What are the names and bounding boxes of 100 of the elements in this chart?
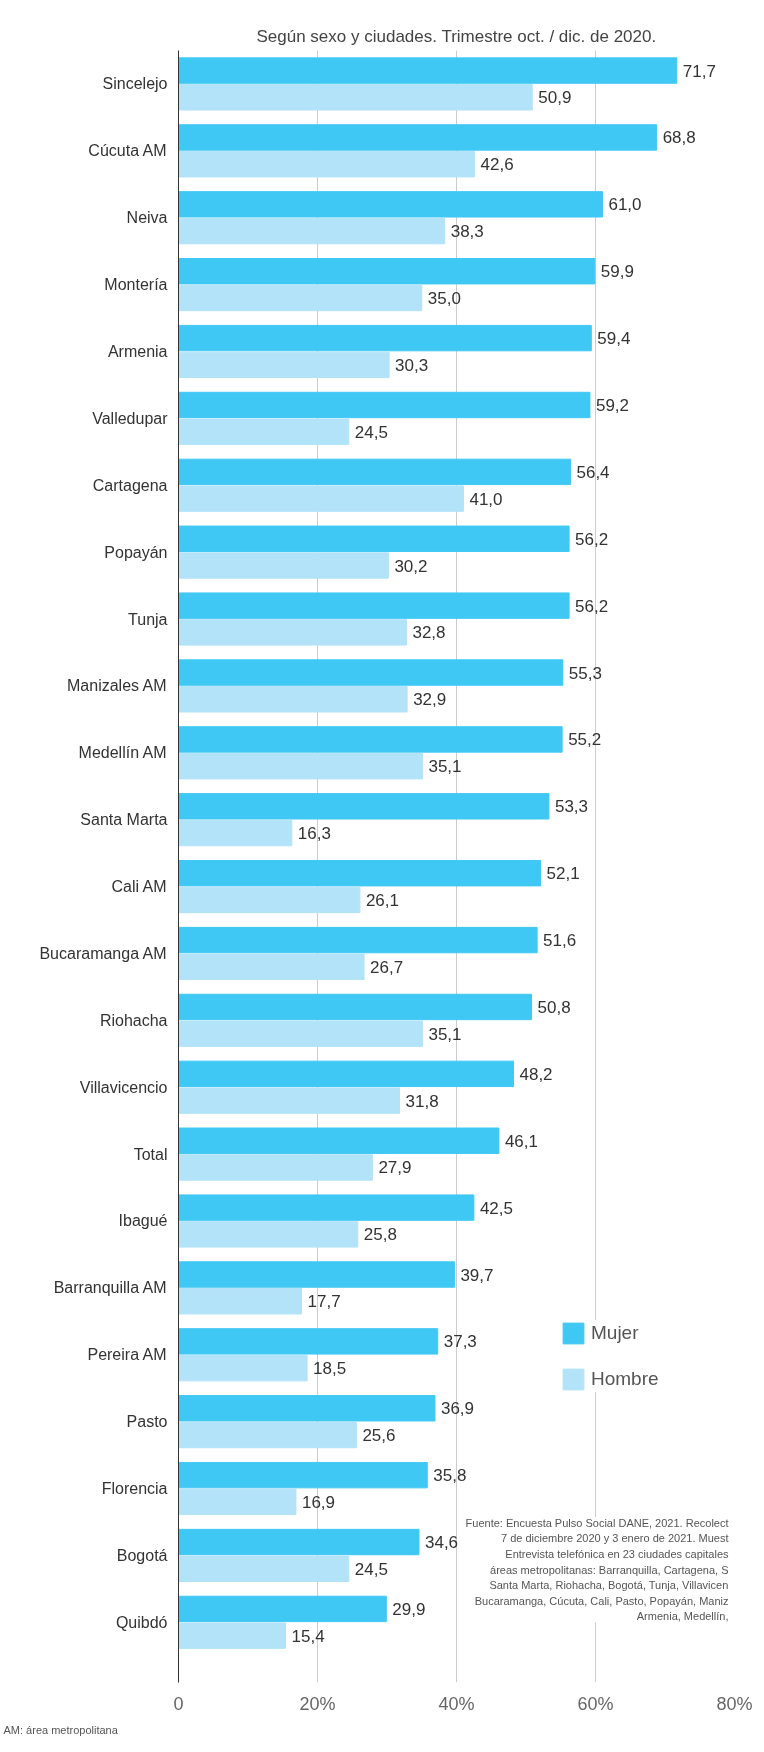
chart-subtitle: Según sexo y ciudades. Trimestre oct. / dic. de 2020.	[256, 26, 657, 46]
y-tick-label: Manizales AM	[67, 677, 167, 695]
y-tick-label: Armenia	[107, 342, 168, 360]
data-label: 46,1	[504, 1131, 538, 1151]
bar	[178, 1020, 423, 1047]
bar	[178, 1595, 387, 1623]
data-label: 24,5	[354, 1559, 388, 1579]
bar	[178, 324, 592, 352]
y-tick-label: Riohacha	[99, 1011, 168, 1029]
bar	[178, 1221, 359, 1248]
y-tick-label: Quibdó	[115, 1613, 168, 1631]
bar	[178, 1395, 436, 1422]
bar	[178, 926, 538, 954]
y-tick-label: Bucaramanga AM	[39, 944, 167, 962]
y-tick-label: Ibagué	[118, 1212, 168, 1230]
data-label: 56,2	[575, 529, 609, 549]
bar	[178, 1555, 350, 1582]
bar	[178, 124, 658, 151]
data-label: 16,9	[301, 1492, 336, 1512]
y-tick-label: Pasto	[126, 1413, 168, 1431]
data-label: 42,5	[479, 1198, 513, 1218]
data-label: 61,0	[608, 195, 642, 215]
y-tick-label: Florencia	[101, 1480, 168, 1498]
y-tick-label: Popayán	[104, 543, 168, 561]
x-tick-label: 60%	[577, 1693, 614, 1714]
y-tick-label: Medellín AM	[78, 744, 167, 762]
bar	[178, 191, 603, 218]
bar	[178, 351, 390, 379]
data-label: 30,2	[394, 556, 428, 576]
bar	[178, 1354, 308, 1382]
data-label: 17,7	[307, 1292, 341, 1312]
bar	[178, 1488, 297, 1516]
bar	[178, 84, 533, 111]
x-tick-label: 80%	[716, 1693, 753, 1714]
bar	[178, 686, 408, 713]
bar	[178, 1194, 475, 1221]
bar	[178, 1461, 428, 1489]
y-tick-label: Cali AM	[111, 878, 167, 896]
data-label: 42,6	[480, 155, 514, 175]
data-label: 37,3	[443, 1332, 477, 1352]
bar	[178, 1328, 439, 1355]
bar	[178, 1127, 500, 1154]
bar	[178, 819, 293, 847]
y-tick-label: Montería	[104, 276, 168, 294]
data-label: 56,4	[576, 462, 610, 482]
bar	[178, 217, 446, 245]
data-label: 50,8	[537, 997, 571, 1017]
bar	[178, 57, 678, 84]
x-tick-label: 40%	[438, 1693, 475, 1714]
y-tick-label: Cartagena	[92, 476, 168, 494]
bar	[178, 993, 533, 1021]
data-label: 59,4	[597, 329, 631, 349]
annotation: Fuente: Encuesta Pulso Social DANE, 2021. Recolect 7 de diciembre 2020 y 3 enero de 2021. Muest Entrevista telefónica en 23 ciudades capitales áreas metropolitanas: Barranquilla, Cartagena, S Santa Marta, Riohacha, Bogotá, Tunja, Villavicen Bucaramanga, Cúcuta, Cali, Pasto, Popayán, Maniz Armenia, Medellín,	[465, 1516, 729, 1623]
data-label: 68,8	[662, 128, 696, 148]
data-label: 32,9	[413, 690, 447, 710]
data-label: 56,2	[575, 596, 609, 616]
bar	[178, 953, 365, 981]
data-label: 15,4	[291, 1626, 325, 1646]
y-tick-label: Sincelejo	[102, 75, 168, 93]
legend-label: Mujer	[591, 1322, 639, 1344]
y-tick-label: Cúcuta AM	[88, 142, 167, 160]
bar	[178, 1154, 373, 1181]
bar	[178, 418, 350, 445]
bar	[178, 659, 564, 686]
bar	[178, 391, 591, 419]
data-label: 50,9	[538, 88, 572, 108]
y-tick-label: Tunja	[128, 610, 168, 628]
data-label: 41,0	[469, 489, 503, 509]
data-label: 16,3	[297, 824, 331, 844]
data-label: 48,2	[519, 1064, 553, 1084]
data-label: 26,7	[370, 957, 404, 977]
bar	[178, 1288, 303, 1315]
y-tick-label: Pereira AM	[87, 1346, 167, 1364]
data-label: 59,2	[595, 395, 630, 415]
data-label: 25,6	[362, 1426, 396, 1446]
bar	[178, 752, 423, 780]
data-label: 35,1	[428, 1024, 462, 1044]
bar	[178, 258, 596, 285]
data-label: 35,8	[433, 1466, 467, 1486]
bar	[178, 859, 542, 887]
data-label: 24,5	[354, 422, 388, 442]
data-label: 55,2	[568, 730, 602, 750]
data-label: 34,6	[424, 1533, 459, 1553]
bar	[178, 1622, 287, 1649]
data-label: 26,1	[365, 890, 399, 910]
data-label: 55,3	[568, 663, 602, 683]
bar	[178, 1087, 401, 1114]
data-label: 71,7	[682, 61, 716, 81]
data-label: 35,0	[427, 288, 461, 308]
x-tick-label: 20%	[299, 1693, 336, 1714]
legend-label: Hombre	[591, 1368, 659, 1390]
bar	[178, 1421, 357, 1449]
bar	[178, 1060, 514, 1088]
bar	[178, 485, 464, 512]
y-tick-label: Barranquilla AM	[53, 1279, 167, 1297]
data-label: 35,1	[428, 757, 462, 777]
text: AM: área metropolitana	[3, 1723, 119, 1736]
bar	[178, 1261, 455, 1288]
bar	[178, 458, 571, 486]
data-label: 38,3	[450, 222, 484, 242]
